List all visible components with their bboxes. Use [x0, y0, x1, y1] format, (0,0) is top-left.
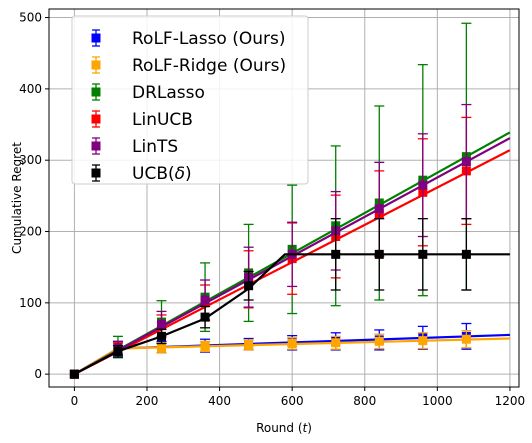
data-point [418, 336, 428, 346]
data-point [418, 180, 428, 190]
legend-label: RoLF-Lasso (Ours) [132, 29, 286, 49]
data-point [69, 369, 79, 379]
series-rolf-lasso-ours-0 [69, 322, 510, 379]
data-point [461, 249, 471, 259]
legend-item: RoLF-Lasso (Ours) [91, 29, 286, 49]
data-point [200, 312, 210, 322]
x-tick-label: 600 [281, 394, 304, 408]
data-point [374, 249, 384, 259]
y-tick-label: 500 [19, 11, 42, 25]
legend-marker [91, 141, 101, 151]
legend-marker [91, 87, 101, 97]
data-point [287, 338, 297, 348]
y-tick-label: 200 [19, 225, 42, 239]
legend-marker [91, 114, 101, 124]
data-point [461, 157, 471, 167]
y-axis-label: Cumulative Regret [10, 142, 24, 254]
data-point [200, 295, 210, 305]
data-point [157, 331, 167, 341]
legend-label: RoLF-Ridge (Ours) [132, 56, 286, 76]
data-point [244, 340, 254, 350]
legend-item: RoLF-Ridge (Ours) [91, 56, 286, 76]
y-tick-label: 400 [19, 82, 42, 96]
legend-marker [91, 33, 101, 43]
x-tick-label: 1000 [422, 394, 453, 408]
data-point [461, 334, 471, 344]
y-tick-label: 100 [19, 296, 42, 310]
data-point [157, 343, 167, 353]
plot-frame [48, 8, 520, 388]
y-tick-label: 300 [19, 153, 42, 167]
legend-item: DRLasso [91, 83, 205, 103]
legend-label: LinTS [132, 137, 178, 157]
y-tick-label: 0 [34, 367, 42, 381]
legend-label: UCB(δ) [132, 164, 192, 184]
legend: RoLF-Lasso (Ours) RoLF-Ridge (Ours) DRLass… [71, 15, 309, 185]
legend-item: LinTS [91, 137, 178, 157]
x-tick-label: 0 [71, 394, 79, 408]
data-point [113, 346, 123, 356]
data-point [418, 249, 428, 259]
axis-ticks: 0 200 400 600 800 1000 1200 0 100 200 300 400 500 [19, 11, 525, 408]
legend-item: UCB(δ) [91, 164, 192, 184]
x-tick-label: 400 [208, 394, 231, 408]
legend-label: DRLasso [132, 83, 205, 103]
legend-label: LinUCB [132, 110, 193, 130]
legend-box [71, 15, 309, 185]
x-tick-label: 200 [136, 394, 159, 408]
legend-marker [91, 60, 101, 70]
data-point [244, 281, 254, 291]
data-point [200, 341, 210, 351]
legend-marker [91, 168, 101, 178]
x-tick-label: 800 [353, 394, 376, 408]
data-point [374, 336, 384, 346]
plot-area [69, 22, 511, 379]
x-axis-label: Round (t) [256, 421, 312, 435]
data-point [374, 204, 384, 214]
series-ucb-5 [69, 218, 510, 379]
data-point [331, 338, 341, 348]
data-point [331, 249, 341, 259]
legend-item: LinUCB [91, 110, 193, 130]
data-point [157, 319, 167, 329]
x-tick-label: 1200 [495, 394, 526, 408]
